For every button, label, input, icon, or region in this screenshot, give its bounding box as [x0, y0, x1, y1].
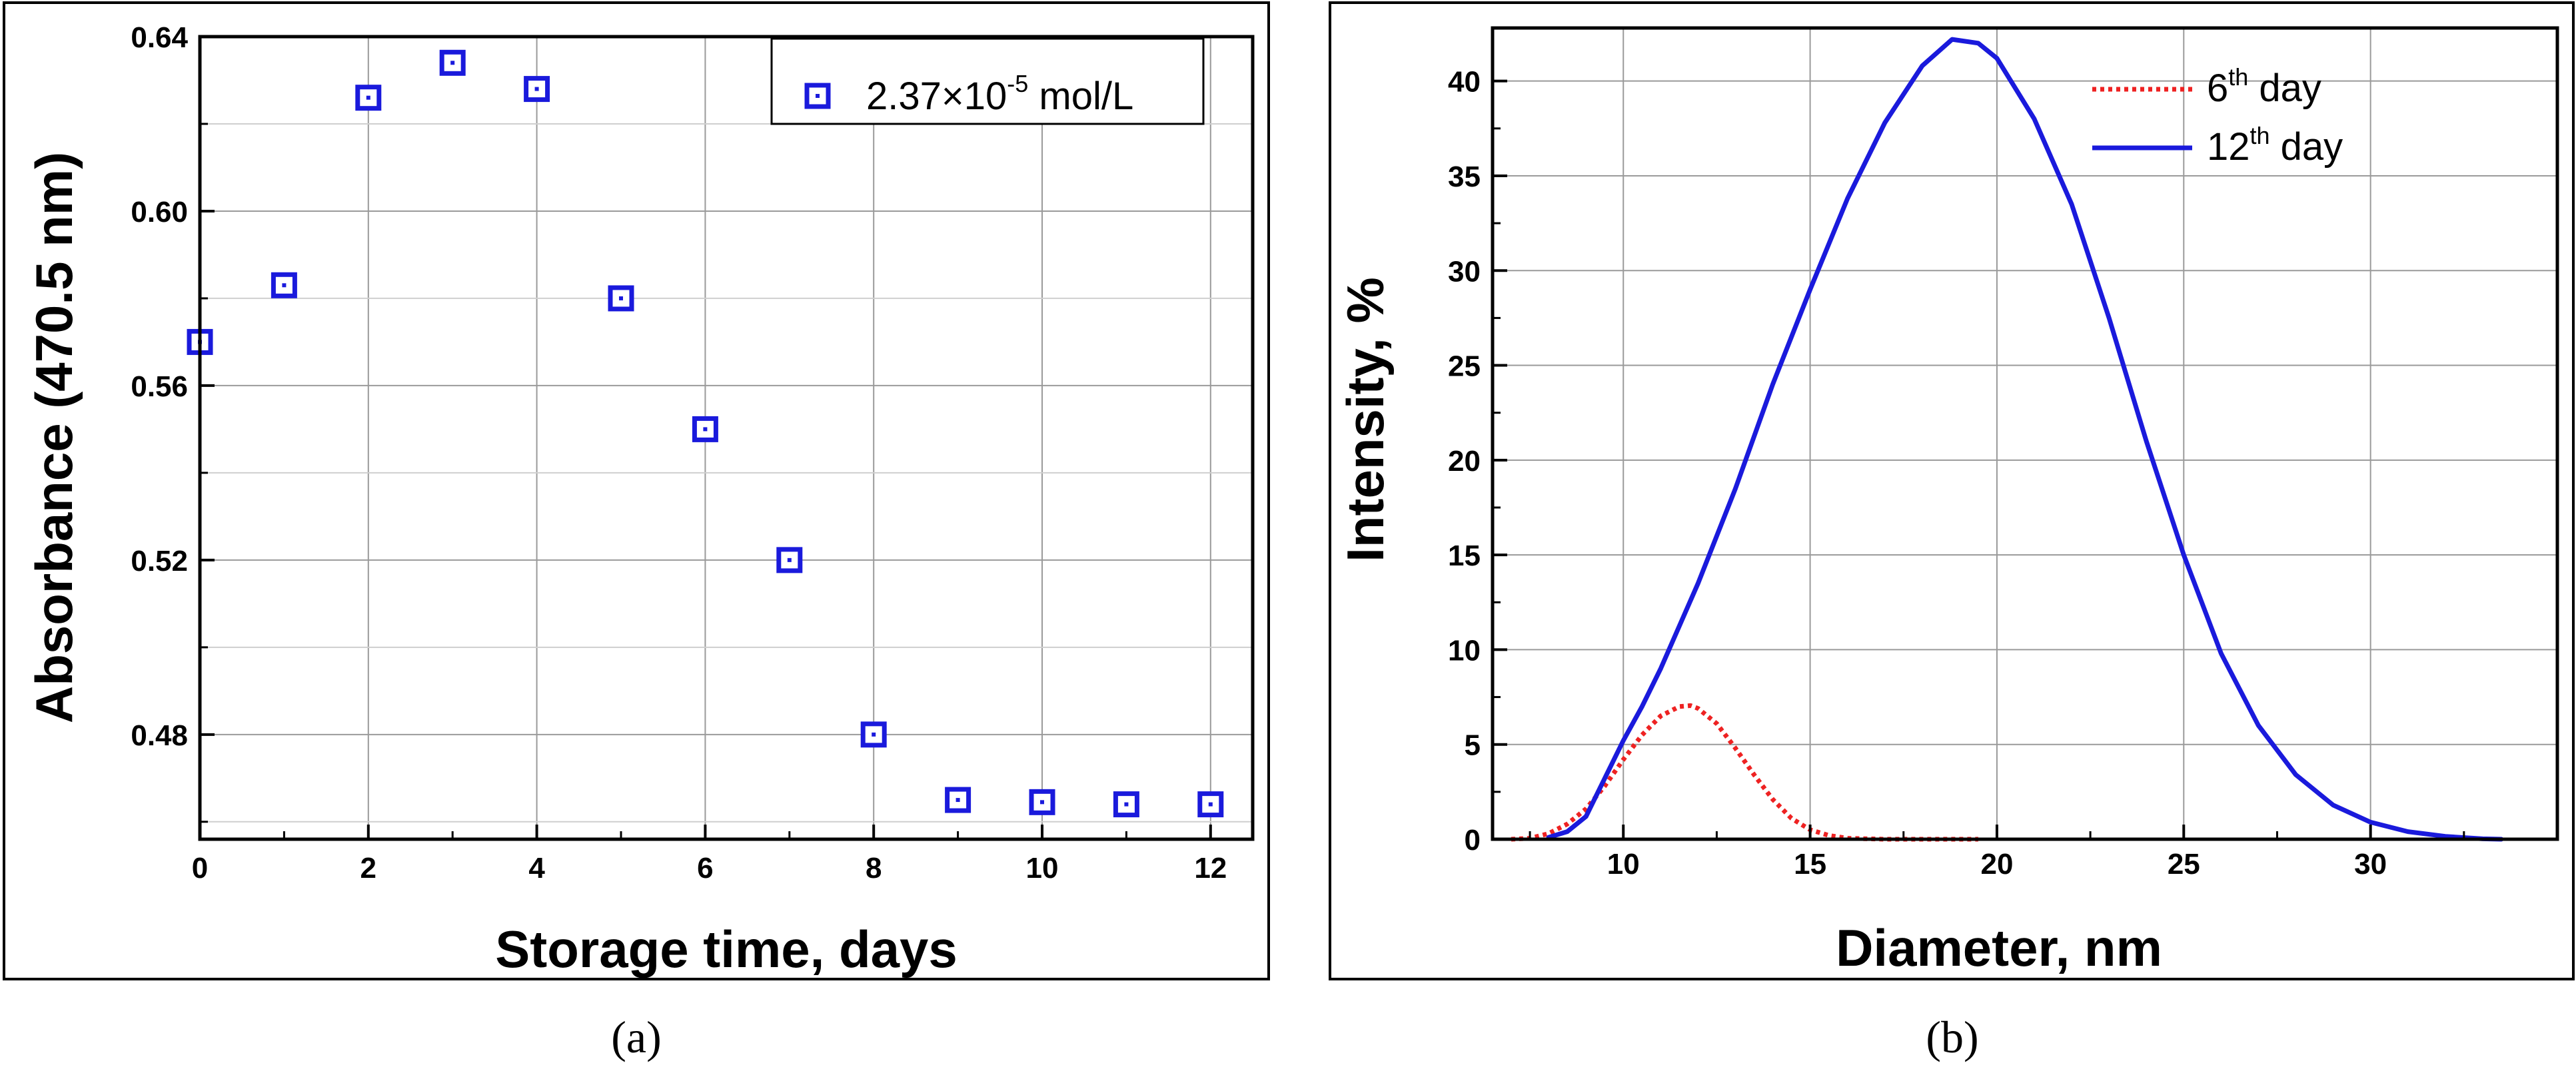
a-y-tick-label: 0.48: [131, 719, 188, 752]
panel-b-y-axis-title: Intensity, %: [1336, 277, 1395, 562]
b-y-tick-label: 5: [1465, 729, 1481, 762]
panel-a-legend-box: [770, 37, 1205, 125]
panel-a-legend: 2.37×10-5 mol/L: [770, 37, 1205, 125]
panel-a-ticks: [199, 35, 1212, 839]
panel-a: 0 2 4 6 8 10 12 0.48 0.52 0.56 0.60 0.64 Storage ti…: [3, 1, 1270, 1062]
a-data-marker-dot: [956, 798, 960, 803]
a-data-marker-dot: [872, 732, 876, 737]
panel-a-plot-border: [198, 35, 1255, 841]
a-x-tick-label: 0: [192, 852, 208, 885]
a-data-point: [776, 547, 803, 573]
a-data-point: [1113, 791, 1139, 818]
panel-a-legend-label: 2.37×10-5 mol/L: [866, 70, 1133, 118]
legend-b1-sup: th: [2228, 63, 2248, 91]
a-x-tick-label: 6: [697, 852, 713, 885]
panel-b-plot-border: [1491, 26, 2559, 841]
b-x-tick-label: 30: [2354, 848, 2387, 881]
a-data-marker-dot: [1040, 800, 1044, 805]
a-data-point: [1029, 789, 1055, 815]
panel-b-grid: [1493, 28, 2557, 840]
b-y-tick-label: 15: [1448, 539, 1481, 572]
a-y-tick-label: 0.64: [131, 21, 188, 54]
a-data-marker-dot: [366, 95, 370, 100]
a-data-point: [271, 272, 297, 298]
panel-a-y-axis-title: Absorbance (470.5 nm): [25, 152, 83, 723]
panel-a-label: (a): [611, 1012, 661, 1062]
b-y-tick-label: 25: [1448, 350, 1481, 383]
panel-b-x-axis-title: Diameter, nm: [1836, 918, 2162, 977]
a-data-marker-dot: [619, 296, 623, 300]
b-y-tick-label: 0: [1465, 824, 1481, 857]
a-data-point: [860, 721, 887, 748]
b-x-tick-label: 20: [1980, 848, 2013, 881]
a-data-marker-dot: [534, 87, 539, 91]
b-y-tick-label: 20: [1448, 445, 1481, 478]
legend-b2-num: 12: [2207, 125, 2250, 169]
a-data-marker-dot: [282, 283, 287, 288]
panel-b-legend-label-6th: 6th day: [2207, 63, 2321, 110]
panel-b-lines: [1511, 37, 2504, 842]
a-y-tick-label: 0.52: [131, 545, 188, 577]
a-x-tick-label: 4: [528, 852, 545, 885]
panel-b-frame: [1329, 1, 2575, 980]
b-x-tick-label: 25: [2168, 848, 2200, 881]
legend-b2-rest: day: [2270, 125, 2343, 169]
panel-a-markers: [187, 49, 1224, 818]
a-data-marker-dot: [1124, 802, 1129, 807]
panel-a-tick-labels: 0 2 4 6 8 10 12 0.48 0.52 0.56 0.60 0.64: [131, 21, 1227, 885]
b-x-tick-label: 10: [1607, 848, 1640, 881]
a-data-point: [945, 787, 971, 813]
b-series-12th-day-line: [1546, 37, 2504, 842]
b-y-tick-label: 40: [1448, 66, 1481, 99]
a-data-marker-dot: [1208, 802, 1213, 807]
legend-b1-rest: day: [2248, 67, 2321, 110]
a-x-tick-label: 12: [1194, 852, 1227, 885]
a-data-point: [524, 76, 550, 103]
panel-a-legend-marker-dot: [816, 94, 820, 98]
legend-a-unit: mol/L: [1028, 75, 1133, 118]
panel-a-grid: [199, 36, 1253, 839]
a-x-tick-label: 2: [360, 852, 376, 885]
panel-b-legend: 6th day 12th day: [2092, 63, 2343, 169]
a-data-marker-dot: [703, 427, 708, 432]
a-data-point: [439, 49, 466, 76]
a-data-marker: [860, 721, 887, 748]
panel-b-tick-labels: 10 15 20 25 30 0 5 10 15 20 25 30 35 40: [1448, 66, 2387, 881]
panel-b-label: (b): [1926, 1012, 1978, 1062]
b-y-tick-label: 30: [1448, 255, 1481, 288]
panel-a-x-axis-title: Storage time, days: [495, 920, 958, 978]
a-x-tick-label: 8: [866, 852, 882, 885]
legend-a-base: 2.37×10: [866, 75, 1007, 118]
a-data-point: [692, 416, 718, 442]
a-data-marker: [355, 85, 382, 111]
a-data-marker-dot: [450, 61, 455, 65]
a-x-tick-label: 10: [1026, 852, 1059, 885]
b-y-tick-label: 35: [1448, 161, 1481, 193]
legend-b1-num: 6: [2207, 67, 2228, 110]
b-x-tick-label: 15: [1794, 848, 1826, 881]
a-y-tick-label: 0.56: [131, 370, 188, 403]
a-y-tick-label: 0.60: [131, 196, 188, 228]
a-data-marker-dot: [787, 557, 792, 562]
legend-a-exponent: -5: [1007, 70, 1028, 97]
a-data-point: [1197, 791, 1224, 818]
panel-a-frame: [3, 1, 1270, 980]
b-y-tick-label: 10: [1448, 634, 1481, 667]
panel-b-ticks: [1493, 79, 2465, 841]
a-data-point: [355, 85, 382, 111]
a-data-point: [608, 285, 634, 312]
panel-b-legend-label-12th: 12th day: [2207, 122, 2343, 169]
legend-b2-sup: th: [2250, 122, 2270, 149]
